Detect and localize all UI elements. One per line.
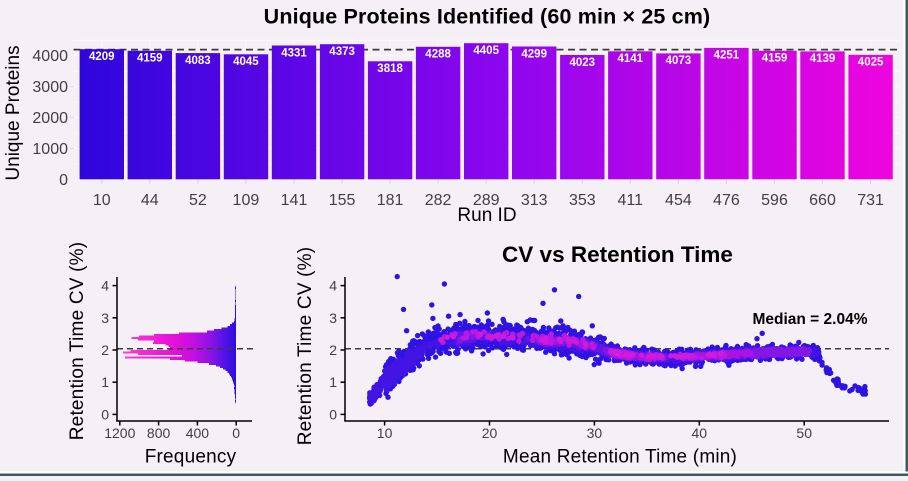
svg-text:Run ID: Run ID: [457, 205, 516, 226]
svg-text:Median = 2.04%: Median = 2.04%: [752, 311, 867, 328]
svg-text:4023: 4023: [570, 57, 596, 69]
svg-text:44: 44: [141, 192, 159, 209]
svg-text:800: 800: [147, 425, 171, 441]
svg-text:10: 10: [377, 425, 393, 441]
svg-text:4299: 4299: [521, 48, 547, 60]
svg-text:4373: 4373: [329, 46, 355, 58]
svg-text:4025: 4025: [858, 57, 884, 69]
svg-text:141: 141: [281, 192, 308, 209]
svg-text:52: 52: [189, 192, 207, 209]
svg-text:0: 0: [329, 406, 337, 422]
svg-text:2: 2: [329, 342, 337, 358]
svg-text:454: 454: [665, 192, 692, 209]
svg-text:313: 313: [521, 192, 548, 209]
svg-text:4141: 4141: [618, 53, 644, 65]
svg-text:4: 4: [329, 278, 337, 294]
svg-text:Retention Time CV (%): Retention Time CV (%): [295, 247, 316, 446]
svg-text:2000: 2000: [32, 110, 68, 127]
svg-text:1000: 1000: [32, 141, 68, 158]
svg-text:155: 155: [329, 192, 356, 209]
svg-text:4288: 4288: [425, 49, 451, 61]
svg-text:282: 282: [425, 192, 452, 209]
svg-text:411: 411: [618, 192, 644, 209]
svg-text:4139: 4139: [810, 53, 836, 65]
svg-text:Retention Time CV (%): Retention Time CV (%): [67, 242, 88, 441]
svg-text:353: 353: [569, 192, 596, 209]
svg-text:2: 2: [101, 342, 109, 358]
svg-text:0: 0: [101, 406, 109, 422]
svg-text:4073: 4073: [666, 55, 692, 67]
svg-text:4: 4: [101, 278, 109, 294]
svg-text:4000: 4000: [32, 48, 68, 65]
svg-text:731: 731: [857, 192, 884, 209]
svg-text:40: 40: [692, 425, 708, 441]
svg-text:1200: 1200: [104, 425, 135, 441]
svg-text:20: 20: [482, 425, 498, 441]
svg-text:50: 50: [796, 425, 812, 441]
svg-text:3000: 3000: [32, 79, 68, 96]
svg-text:0: 0: [59, 172, 68, 189]
svg-text:Mean Retention Time (min): Mean Retention Time (min): [503, 447, 737, 468]
svg-text:3818: 3818: [377, 63, 403, 75]
svg-text:4331: 4331: [281, 47, 307, 59]
svg-text:4209: 4209: [89, 51, 115, 63]
svg-text:181: 181: [377, 192, 404, 209]
svg-text:476: 476: [713, 192, 740, 209]
svg-text:Frequency: Frequency: [145, 447, 237, 468]
svg-text:3: 3: [329, 310, 337, 326]
svg-text:3: 3: [101, 310, 109, 326]
svg-text:4159: 4159: [762, 53, 788, 65]
svg-text:4045: 4045: [233, 56, 259, 68]
svg-text:1: 1: [329, 374, 337, 390]
svg-text:109: 109: [233, 192, 260, 209]
svg-text:30: 30: [587, 425, 603, 441]
svg-text:10: 10: [93, 192, 111, 209]
svg-text:4159: 4159: [137, 53, 163, 65]
svg-text:4251: 4251: [714, 50, 740, 62]
svg-text:Unique Proteins Identified (60: Unique Proteins Identified (60 min × 25 …: [264, 5, 711, 29]
svg-text:596: 596: [761, 192, 788, 209]
svg-text:4083: 4083: [185, 55, 211, 67]
svg-text:400: 400: [186, 425, 210, 441]
svg-text:4405: 4405: [473, 45, 499, 57]
svg-text:Unique Proteins: Unique Proteins: [3, 45, 24, 180]
svg-text:0: 0: [232, 425, 240, 441]
svg-text:CV vs Retention Time: CV vs Retention Time: [502, 242, 733, 267]
svg-text:1: 1: [101, 374, 109, 390]
svg-text:660: 660: [809, 192, 836, 209]
